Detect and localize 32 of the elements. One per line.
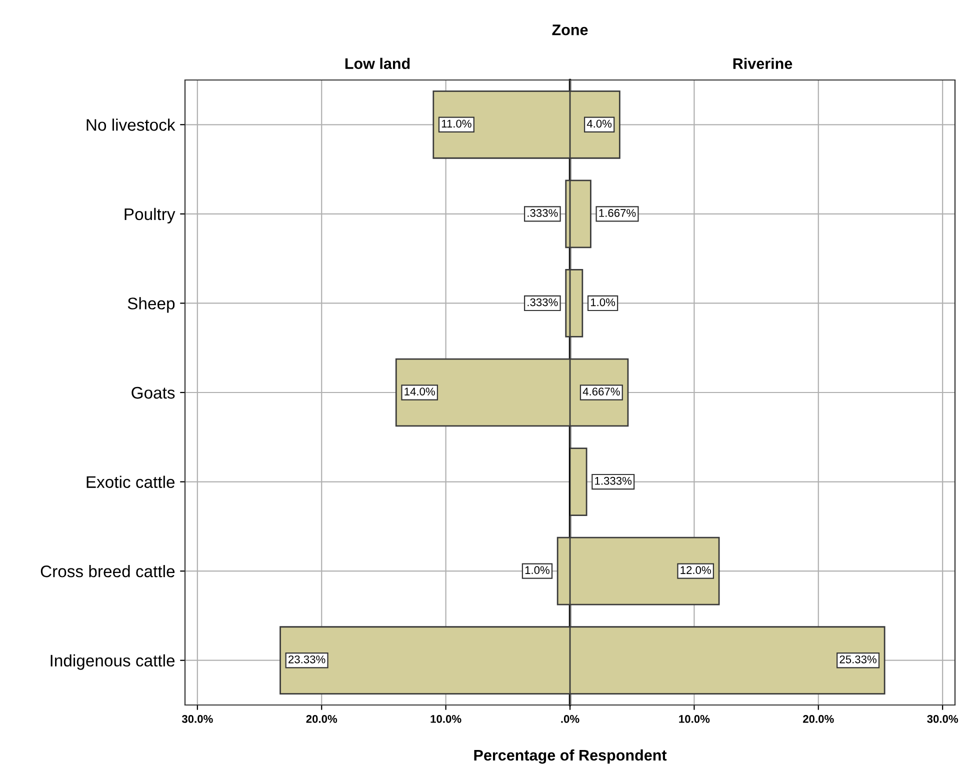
- x-axis-title: Percentage of Respondent: [474, 749, 667, 764]
- data-label: 1.0%: [590, 298, 616, 306]
- chart-title: Low land: [345, 58, 410, 70]
- data-label: 25.33%: [840, 655, 876, 664]
- data-label: 23.33%: [288, 655, 326, 664]
- x-tick-label: 20.0%: [306, 715, 338, 723]
- x-tick-label: 20.0%: [803, 715, 834, 723]
- text: Zone: [552, 24, 588, 36]
- y-tick-label: Sheep: [128, 297, 175, 313]
- y-tick-label: No livestock: [86, 118, 176, 131]
- x-tick-label: 10.0%: [679, 715, 710, 723]
- data-label: 4.667%: [582, 388, 620, 396]
- data-label: .333%: [528, 209, 558, 217]
- y-tick-label: Indigenous cattle: [50, 654, 175, 670]
- y-tick-label: Goats: [132, 386, 175, 399]
- y-tick-label: Cross breed cattle: [40, 565, 175, 578]
- data-label: 11.0%: [442, 120, 472, 128]
- y-tick-label: Poultry: [124, 208, 176, 224]
- bar: [570, 448, 588, 516]
- x-tick-label: 30.0%: [182, 715, 213, 723]
- data-label: 4.0%: [586, 120, 612, 128]
- data-label: 1.0%: [525, 566, 550, 574]
- chart-title: Riverine: [733, 58, 792, 70]
- x-tick-label: 10.0%: [430, 715, 462, 723]
- y-tick-label: Exotic cattle: [86, 476, 175, 488]
- data-label: 1.667%: [599, 209, 636, 217]
- data-label: 1.333%: [595, 476, 632, 485]
- x-tick-label: .0%: [561, 715, 580, 723]
- data-label: .333%: [528, 298, 558, 306]
- x-tick-label: 30.0%: [927, 715, 958, 723]
- data-label: 12.0%: [680, 566, 711, 574]
- data-label: 14.0%: [404, 388, 435, 396]
